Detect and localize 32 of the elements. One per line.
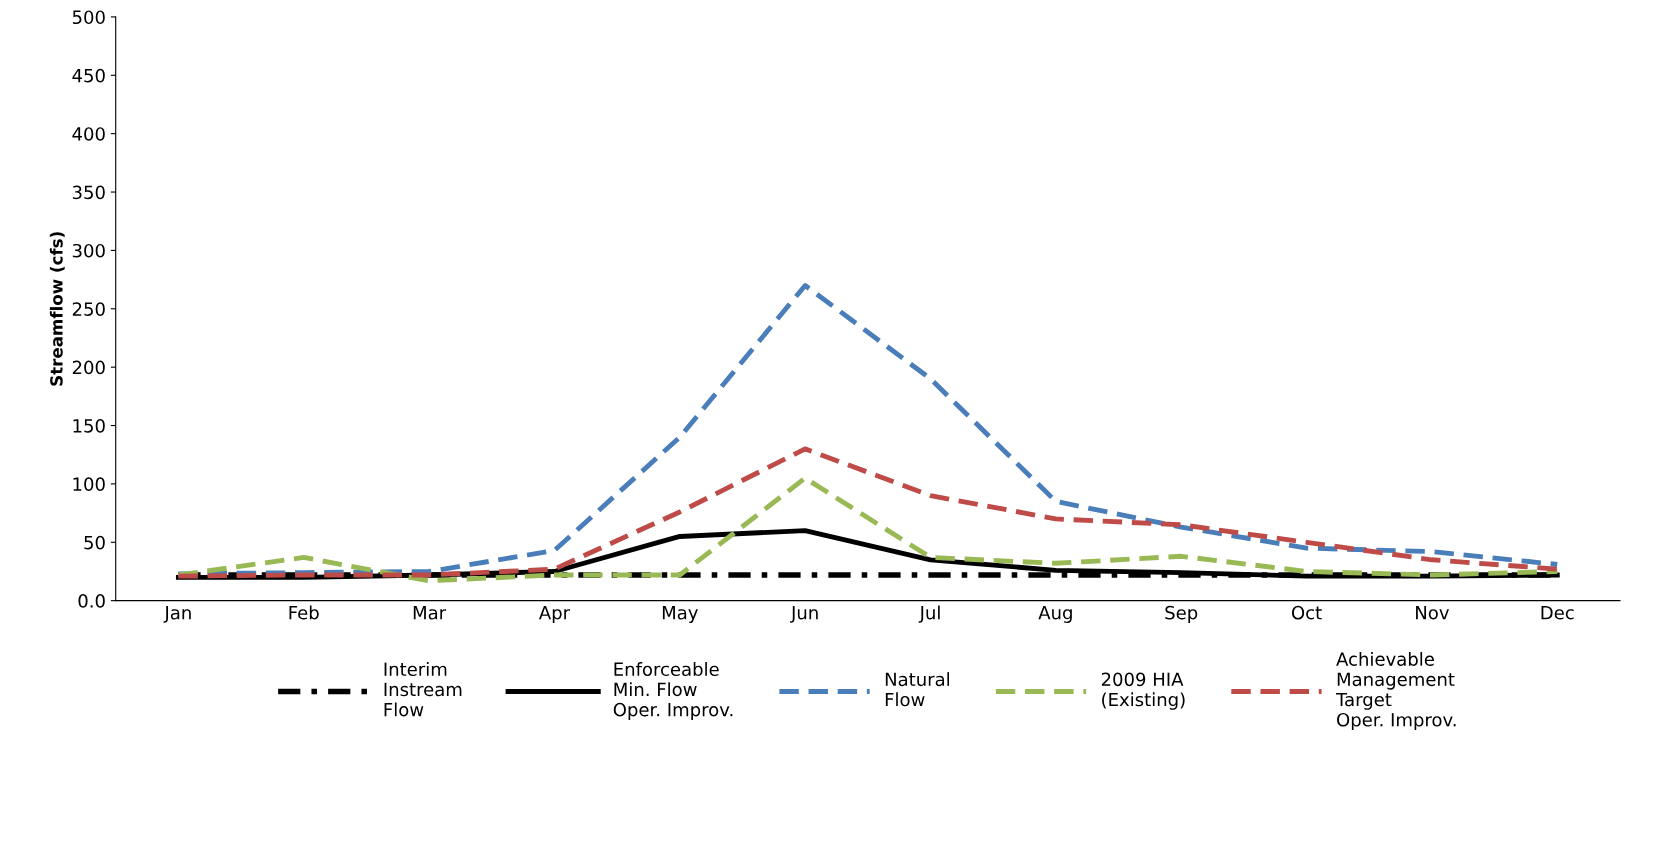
y-tick-label: 50 <box>84 535 105 550</box>
legend-label: 2009 HIA (Existing) <box>1101 672 1185 710</box>
legend-label: Achievable Management Target Oper. Improv. <box>1335 651 1456 731</box>
x-tick-label: Sep <box>1165 605 1198 623</box>
y-tick-label: 400 <box>72 127 105 141</box>
x-tick-label: Dec <box>1541 606 1574 620</box>
x-tick-label: Oct <box>1291 605 1322 620</box>
y-tick-label: 300 <box>72 243 105 258</box>
y-tick-label: 250 <box>72 302 105 316</box>
line-series <box>175 446 1560 579</box>
x-tick-label: Mar <box>413 606 447 620</box>
y-tick-label: 450 <box>72 68 105 83</box>
x-tick-label: Feb <box>289 605 319 620</box>
line-series <box>175 475 1560 584</box>
x-tick-label: Jun <box>790 606 818 623</box>
x-tick-label: Aug <box>1038 606 1072 623</box>
x-tick-label: Jul <box>918 605 940 623</box>
legend-label: Natural Flow <box>885 672 949 707</box>
x-tick-label: Apr <box>538 606 571 623</box>
y-tick-label: 100 <box>73 477 105 492</box>
y-tick-label: 0.0 <box>78 594 105 608</box>
y-tick-label: 200 <box>72 360 105 375</box>
x-tick-label: Nov <box>1416 606 1449 620</box>
x-tick-label: May <box>662 606 698 623</box>
legend-label: Enforceable Min. Flow Oper. Improv. <box>613 662 733 720</box>
line-series <box>175 283 1560 577</box>
y-axis-title: Streamflow (cfs) <box>49 232 65 386</box>
y-tick-label: 350 <box>72 185 105 200</box>
legend-label: Interim Instream Flow <box>384 662 462 717</box>
x-tick-label: Jan <box>163 606 191 623</box>
y-tick-label: 500 <box>72 10 105 25</box>
y-tick-label: 150 <box>73 419 105 433</box>
